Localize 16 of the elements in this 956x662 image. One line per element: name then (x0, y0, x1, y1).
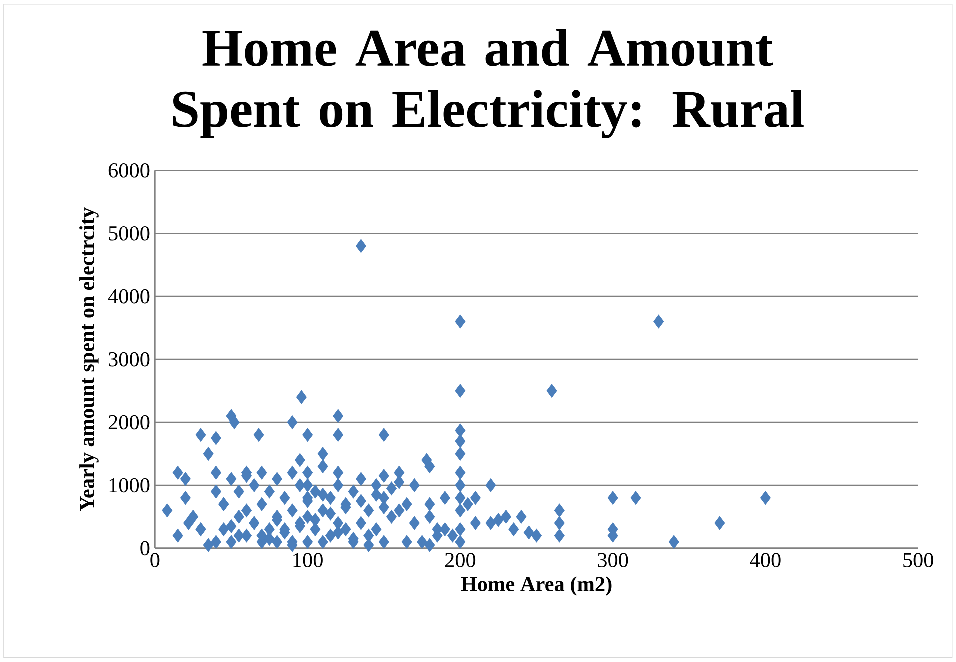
x-tick-label: 400 (750, 553, 781, 568)
y-axis-title: Yearly amount spent on electrcity (80, 208, 99, 512)
y-tick-label: 5000 (109, 226, 150, 241)
y-tick-label: 4000 (108, 289, 150, 304)
y-tick-label: 1000 (110, 478, 150, 493)
x-tick-label: 500 (904, 553, 934, 568)
x-tick-label: 100 (294, 553, 323, 568)
y-tick-label: 3000 (109, 352, 150, 367)
chart-title: Home Area and Amount Spent on Electricity: Rural (173, 29, 804, 138)
x-tick-label: 200 (445, 553, 476, 568)
x-tick-label: 0 (150, 553, 160, 568)
y-tick-label: 2000 (108, 415, 150, 430)
x-tick-label: 300 (598, 553, 628, 568)
y-tick-label: 0 (140, 541, 150, 556)
x-axis-title: Home Area (m2) (461, 576, 612, 596)
y-tick-label: 6000 (108, 163, 150, 178)
